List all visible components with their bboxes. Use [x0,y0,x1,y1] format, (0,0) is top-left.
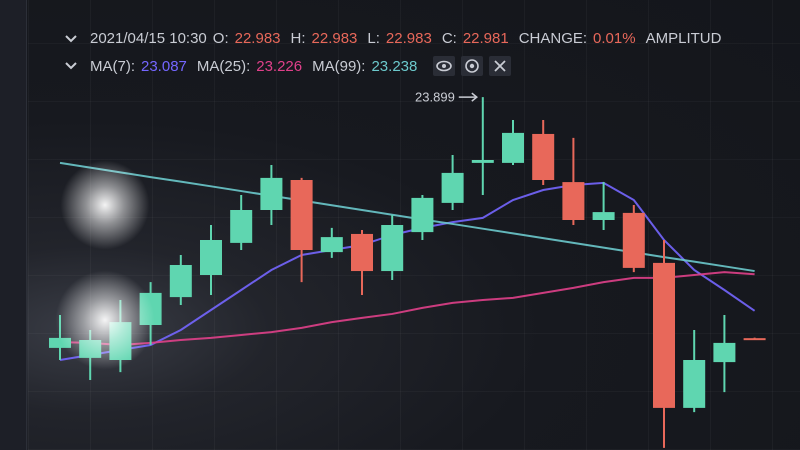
info-value: 22.983 [311,30,358,47]
candle-body [502,132,524,163]
candle-body [592,212,615,220]
screen-glare [55,270,155,370]
info-value: 22.983 [385,30,432,47]
info-label: C: [441,30,457,47]
info-value: 22.981 [462,30,509,47]
ma-line [59,271,755,347]
legend-value: 23.226 [256,57,303,75]
ma-line [59,181,756,361]
legend-value: 23.238 [371,57,418,75]
settings-button[interactable] [461,56,484,76]
high-arrow-head [471,92,479,102]
collapse-toggle[interactable] [64,34,78,44]
info-value: 22.983 [234,30,281,47]
candle-body [381,225,404,272]
candle-body [743,338,766,341]
candle-body [471,160,494,163]
info-value: 0.01% [593,30,636,47]
candle-body [411,197,434,233]
info-label: CHANGE: [518,30,588,47]
candle-body [230,210,253,243]
collapse-toggle[interactable] [64,61,78,71]
candle-body [653,262,675,408]
candle-body [683,360,706,408]
icon [465,59,480,73]
legend-label: MA(25): [196,57,251,75]
icon [436,60,453,72]
candle-body [351,233,373,272]
candle-body [320,237,343,253]
info-label: 2021/04/15 10:30 [90,30,207,47]
info-label: L: [367,30,380,47]
info-label: H: [290,30,306,47]
candle-body [441,172,464,203]
legend-value: 23.087 [141,57,187,75]
ma-line [59,161,755,273]
legend-label: MA(99): [312,57,366,75]
candle-body [290,180,313,250]
screen-glare [60,160,150,250]
legend-label: MA(7): [90,57,135,75]
toggle-visibility[interactable] [433,56,456,76]
candle-body [562,182,585,220]
candle-body [532,133,555,180]
ma-legend-row: MA(7): 23.087 MA(25): 23.226 MA(99): 23.238 [64,56,512,76]
info-label: AMPLITUD [645,30,722,47]
candle-body [169,265,192,298]
info-label: O: [212,30,229,47]
close-button[interactable] [489,56,512,76]
ohlc-row: 2021/04/15 10:30 O: 22.983 H: 22.983 L: 22.983… [64,30,727,47]
price-axis-edge [0,0,27,450]
candle-body [713,342,736,363]
high-label: 23.899 [415,90,455,105]
candle-body [622,212,645,268]
candle-body [200,240,222,275]
candle-body [260,177,283,210]
icon [494,60,506,72]
